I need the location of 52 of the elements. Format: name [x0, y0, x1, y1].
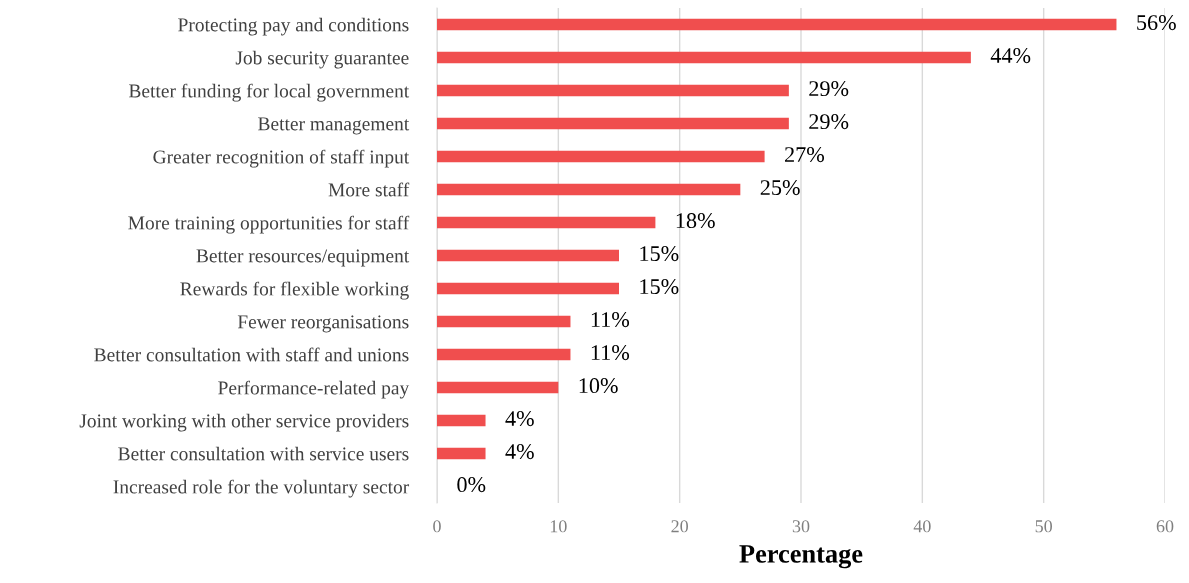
bar	[437, 381, 559, 394]
y-tick-label: Fewer reorganisations	[237, 315, 409, 333]
bar	[437, 249, 619, 262]
data-label: 10%	[579, 378, 618, 394]
x-tick-label: 40	[913, 520, 931, 533]
bar	[437, 18, 1117, 31]
y-tick-label: Increased role for the voluntary sector	[113, 479, 410, 498]
data-label: 25%	[760, 180, 800, 196]
bar	[437, 315, 571, 328]
y-tick-label: Rewards for flexible working	[180, 281, 409, 300]
x-tick-label: 0	[433, 520, 441, 533]
data-label: 15%	[640, 279, 679, 295]
y-tick-label: More staff	[328, 182, 410, 197]
bar	[437, 117, 789, 130]
bar	[437, 348, 571, 361]
data-label: 56%	[1137, 15, 1176, 31]
data-label: 11%	[591, 345, 630, 361]
bar	[437, 282, 619, 295]
data-label: 4%	[505, 411, 534, 427]
y-tick-label: Performance-related pay	[218, 380, 410, 399]
y-tick-label: Better management	[258, 117, 410, 135]
y-tick-label: Better consultation with staff and unions	[94, 347, 409, 362]
y-tick-label: More training opportunities for staff	[128, 215, 410, 234]
bar	[437, 414, 486, 427]
x-tick-label: 30	[792, 520, 810, 533]
x-tick-label: 50	[1035, 520, 1053, 533]
data-label: 4%	[505, 444, 534, 460]
y-tick-label: Better resources/equipment	[196, 249, 410, 267]
data-label: 0%	[457, 477, 486, 493]
y-tick-label: Protecting pay and conditions	[178, 17, 409, 36]
x-tick-label: 10	[550, 520, 567, 533]
data-label: 18%	[676, 213, 715, 229]
data-label: 27%	[785, 147, 825, 163]
y-tick-label: Better consultation with service users	[118, 446, 409, 461]
bar	[437, 51, 971, 64]
x-tick-label: 60	[1156, 520, 1174, 533]
bar	[437, 150, 765, 163]
bar	[437, 84, 789, 97]
bar	[437, 183, 741, 196]
y-tick-label: Greater recognition of staff input	[153, 149, 410, 168]
data-label: 15%	[640, 246, 679, 262]
x-tick-label: 20	[671, 520, 689, 533]
data-label: 44%	[990, 48, 1031, 64]
x-axis-title: Percentage	[739, 545, 863, 569]
bar	[437, 216, 656, 229]
bar	[437, 447, 486, 460]
data-label: 11%	[591, 312, 630, 328]
y-tick-label: Better funding for local government	[129, 83, 410, 102]
y-tick-label: Job security guarantee	[235, 50, 409, 69]
data-label: 29%	[809, 114, 849, 130]
data-label: 29%	[809, 81, 849, 97]
y-tick-label: Joint working with other service providers	[79, 413, 409, 432]
